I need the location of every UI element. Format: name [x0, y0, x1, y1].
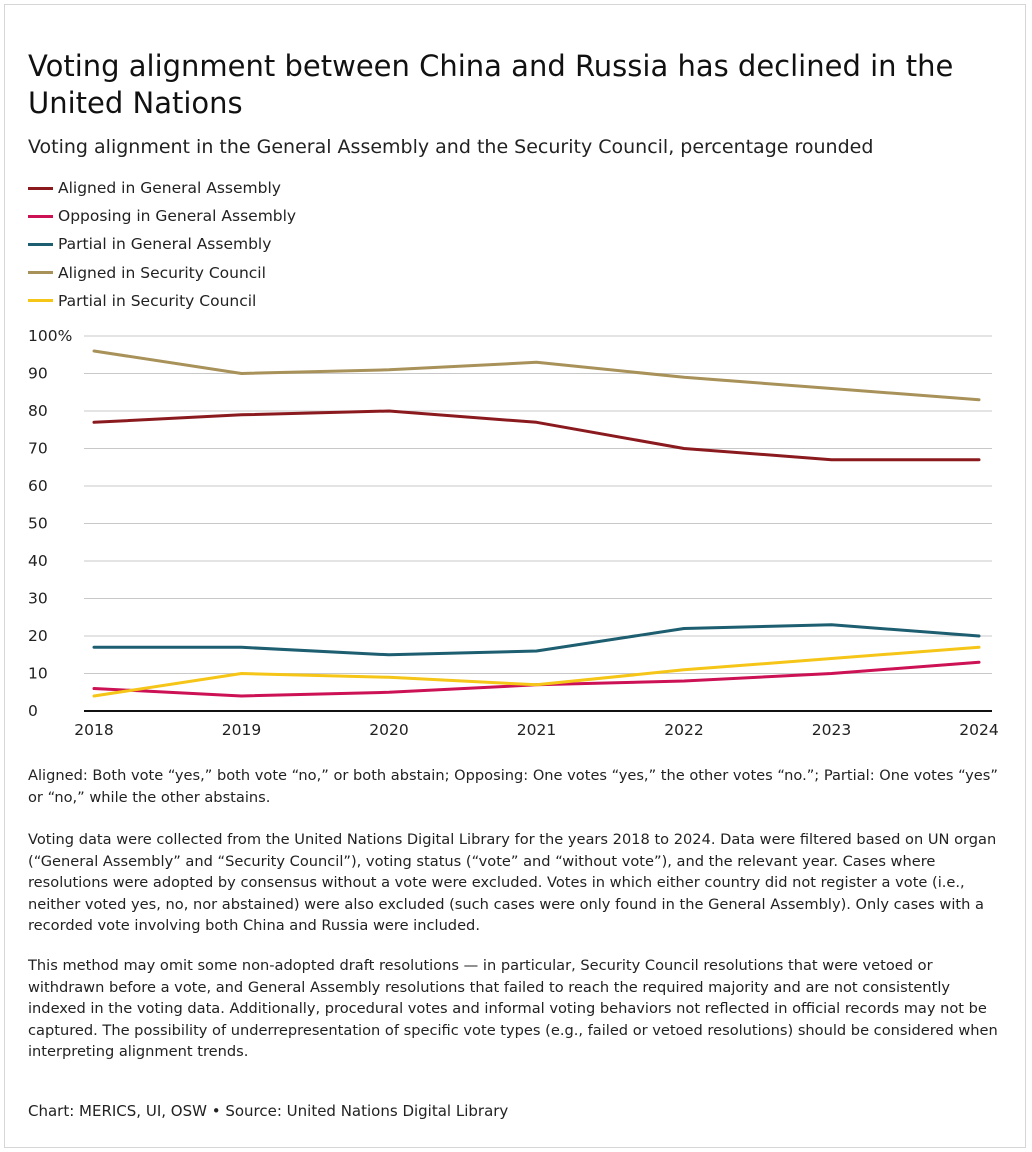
- y-tick-label: 30: [28, 590, 48, 608]
- chart-title: Voting alignment between China and Russi…: [28, 49, 954, 120]
- y-tick-label: 100%: [28, 327, 72, 345]
- legend-item: Aligned in General Assembly: [28, 174, 296, 202]
- legend-label: Partial in General Assembly: [58, 235, 272, 254]
- source-credit: Chart: MERICS, UI, OSW • Source: United …: [28, 1102, 509, 1120]
- series-line: [92, 623, 981, 657]
- y-tick-label: 40: [28, 552, 48, 570]
- legend-swatch: [28, 186, 53, 190]
- y-tick-label: 20: [28, 627, 48, 645]
- x-tick-label: 2021: [517, 721, 556, 739]
- definitions-note: Aligned: Both vote “yes,” both vote “no,…: [28, 767, 998, 806]
- x-tick-label: 2024: [959, 721, 998, 739]
- y-tick-label: 50: [28, 515, 48, 533]
- legend-label: Aligned in Security Council: [58, 263, 266, 282]
- line-chart: 0 10 20 30 40 50 60 70 80 90 100% 2018 2019 2020 2021 2…: [28, 327, 999, 739]
- y-tick-label: 80: [28, 402, 48, 420]
- series-line: [92, 660, 981, 698]
- chart-subtitle: Voting alignment in the General Assembly…: [28, 136, 874, 158]
- limitations-note: This method may omit some non-adopted dr…: [28, 957, 998, 1060]
- x-tick-label: 2020: [369, 721, 408, 739]
- legend-item: Aligned in Security Council: [28, 259, 296, 287]
- legend-item: Opposing in General Assembly: [28, 202, 296, 230]
- x-tick-label: 2022: [664, 721, 703, 739]
- y-tick-label: 10: [28, 665, 48, 683]
- legend-swatch: [28, 214, 53, 218]
- series-line: [92, 645, 981, 698]
- series-line: [92, 409, 981, 462]
- y-tick-label: 70: [28, 440, 48, 458]
- y-tick-label: 90: [28, 365, 48, 383]
- chart-card: [4, 4, 1026, 1148]
- x-tick-label: 2019: [222, 721, 261, 739]
- series-line: [92, 349, 981, 402]
- legend-swatch: [28, 242, 53, 246]
- y-tick-label: 60: [28, 477, 48, 495]
- x-tick-label: 2018: [74, 721, 113, 739]
- legend-label: Partial in Security Council: [58, 291, 257, 310]
- legend-swatch: [28, 271, 53, 275]
- legend-label: Aligned in General Assembly: [58, 179, 281, 198]
- x-tick-label: 2023: [812, 721, 851, 739]
- methodology-note: Voting data were collected from the Unit…: [28, 831, 997, 934]
- legend-swatch: [28, 299, 53, 303]
- y-tick-label: 0: [28, 702, 38, 720]
- legend-item: Partial in General Assembly: [28, 230, 296, 258]
- legend: Aligned in General Assembly Opposing in G…: [28, 174, 296, 315]
- legend-label: Opposing in General Assembly: [58, 207, 297, 226]
- legend-item: Partial in Security Council: [28, 287, 296, 315]
